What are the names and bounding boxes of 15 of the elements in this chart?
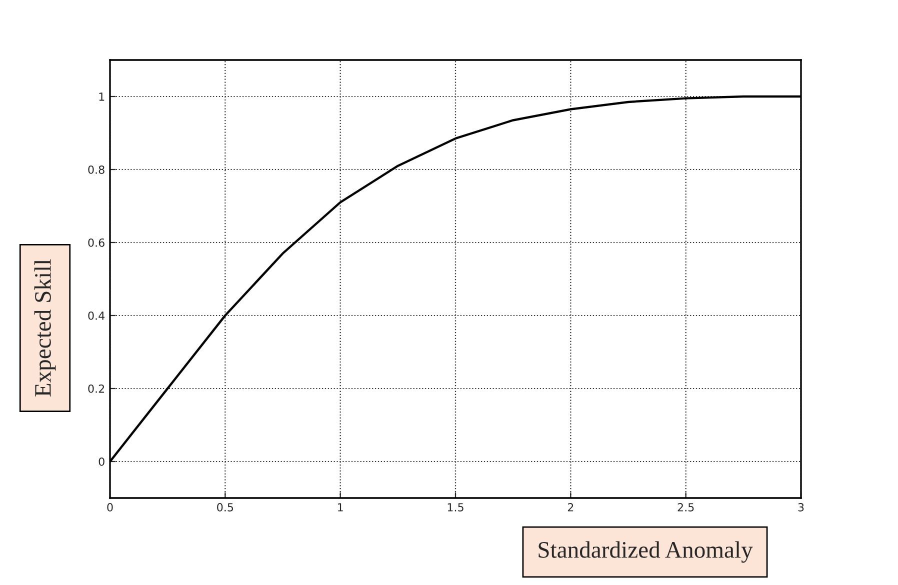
x-tick-label: 2.5: [678, 503, 694, 512]
x-tick-label: 1: [338, 503, 343, 512]
y-tick-label: 0.2: [88, 384, 104, 393]
x-tick-label: 2: [568, 503, 574, 512]
x-tick-label: 0.5: [217, 503, 234, 512]
y-tick-label: 0.4: [88, 311, 105, 320]
y-tick-label: 0: [98, 457, 104, 466]
x-tick-label: 1.5: [448, 503, 464, 512]
y-axis-title: Expected Skill: [34, 259, 56, 396]
y-tick-label: 0.6: [88, 238, 104, 247]
x-axis-title: Standardized Anomaly: [538, 541, 753, 563]
x-tick-label: 3: [798, 503, 804, 512]
x-tick-label: 0: [107, 503, 113, 512]
y-tick-label: 0.8: [88, 165, 104, 174]
y-tick-label: 1: [99, 92, 104, 101]
